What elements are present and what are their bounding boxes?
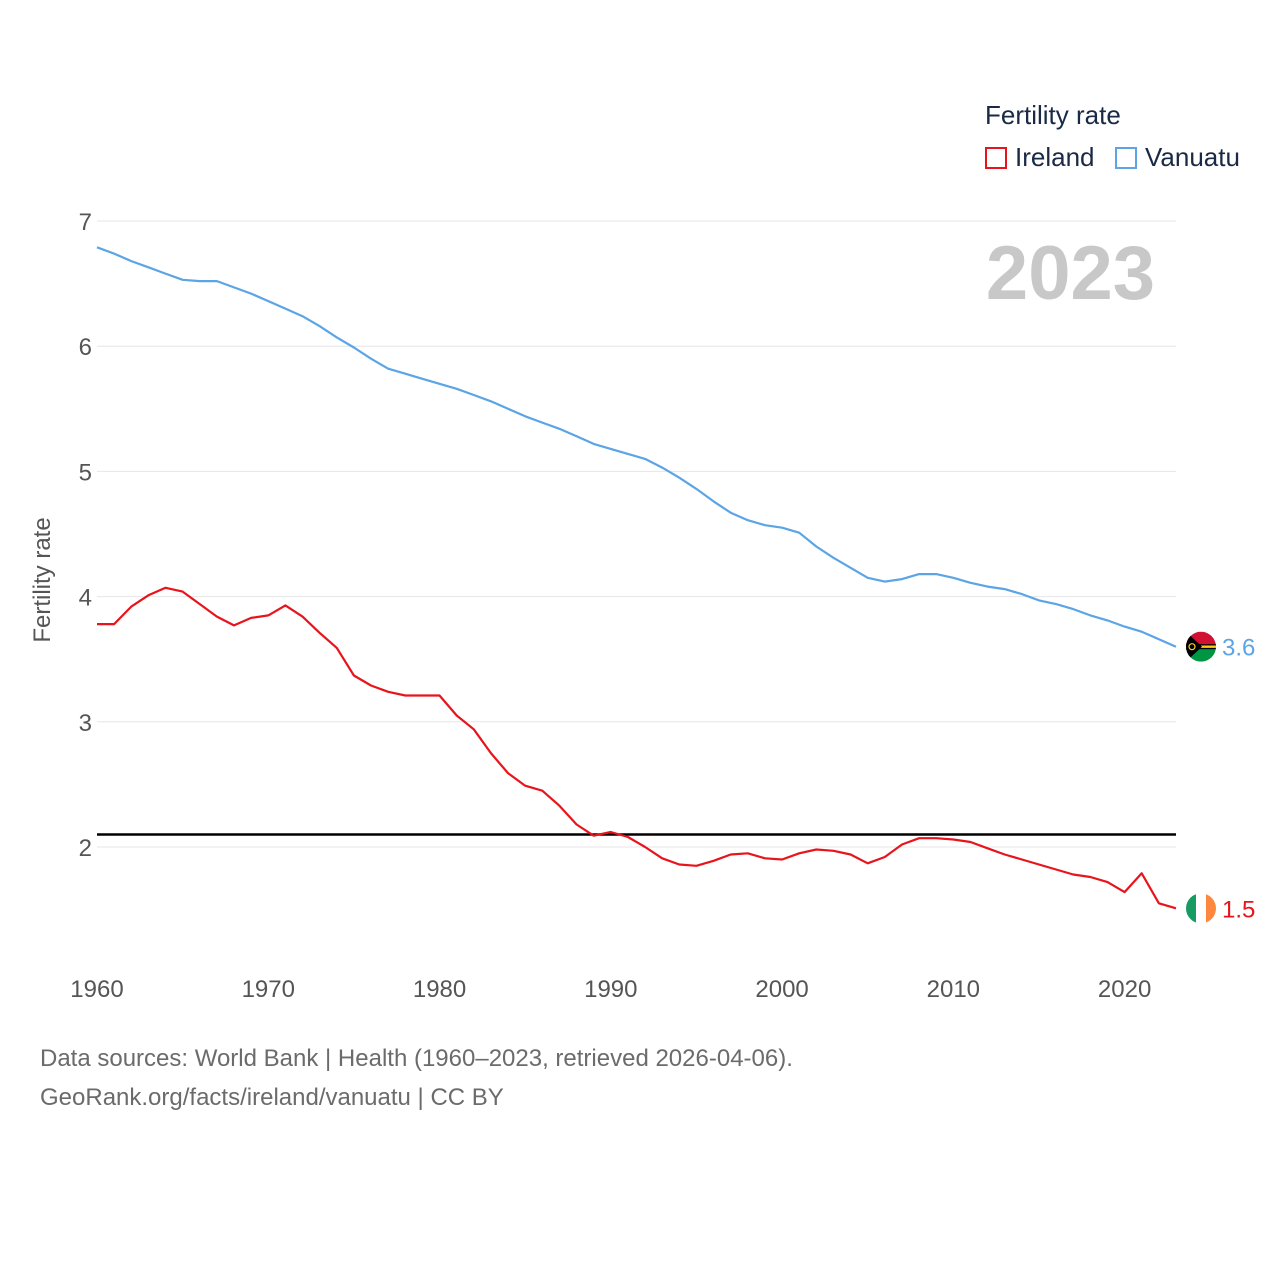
end-label-vanuatu: 3.6 <box>1222 635 1255 662</box>
year-label: 2023 <box>986 231 1155 316</box>
x-tick-label: 2000 <box>755 976 808 1003</box>
x-tick-label: 1980 <box>413 976 466 1003</box>
y-tick-label: 7 <box>79 209 92 236</box>
source-line-2[interactable]: GeoRank.org/facts/ireland/vanuatu | CC B… <box>40 1084 504 1111</box>
flag-icon-vanuatu <box>1186 631 1216 662</box>
legend-label-vanuatu: Vanuatu <box>1145 142 1240 172</box>
flag-icon-ireland <box>1186 893 1216 924</box>
x-tick-label: 1990 <box>584 976 637 1003</box>
series-line-vanuatu <box>96 246 1177 648</box>
source-line-1: Data sources: World Bank | Health (1960–… <box>40 1045 793 1072</box>
y-tick-label: 6 <box>79 334 92 361</box>
y-axis-label: Fertility rate <box>29 517 56 642</box>
legend-item-ireland[interactable]: Ireland <box>985 142 1095 173</box>
legend-swatch-vanuatu <box>1115 146 1137 169</box>
x-tick-label: 1960 <box>70 976 123 1003</box>
legend-title: Fertility rate <box>985 100 1121 130</box>
y-tick-label: 3 <box>79 710 92 737</box>
legend-swatch-ireland <box>985 146 1007 169</box>
x-tick-label: 2010 <box>927 976 980 1003</box>
y-tick-label: 2 <box>79 835 92 862</box>
fertility-rate-chart: 2 3 4 5 6 7 1960 1970 1980 1990 2000 2010 2020 2023… <box>29 209 1255 1003</box>
end-label-ireland: 1.5 <box>1222 896 1255 923</box>
x-tick-label: 1970 <box>242 976 295 1003</box>
series-line-ireland <box>97 586 1177 910</box>
y-tick-label: 4 <box>79 585 92 612</box>
x-tick-label: 2020 <box>1098 976 1151 1003</box>
legend-label-ireland: Ireland <box>1015 142 1095 172</box>
legend-item-vanuatu[interactable]: Vanuatu <box>1115 142 1240 173</box>
y-tick-label: 5 <box>79 459 92 486</box>
